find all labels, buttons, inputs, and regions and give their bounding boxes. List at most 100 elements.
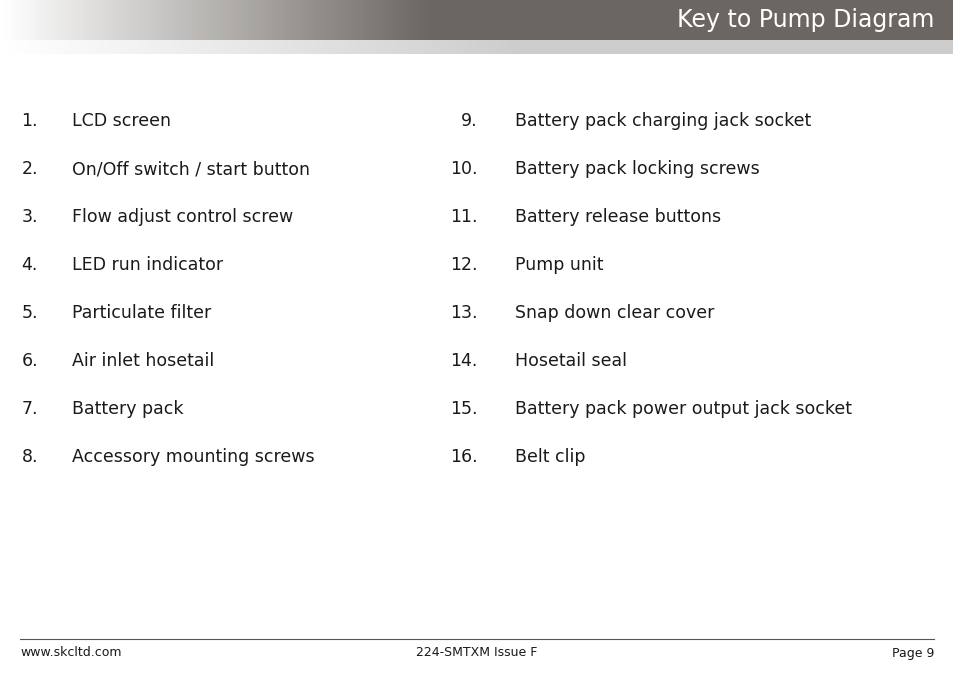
Bar [41, 40, 45, 54]
Bar [588, 0, 592, 40]
Bar [197, 0, 201, 40]
Bar [131, 0, 134, 40]
Bar [48, 0, 51, 40]
Bar [870, 0, 874, 40]
Bar [308, 0, 312, 40]
Bar [670, 40, 674, 54]
Bar [915, 40, 919, 54]
Bar [493, 40, 497, 54]
Bar [708, 40, 712, 54]
Bar [334, 40, 337, 54]
Bar [610, 0, 614, 40]
Bar [279, 0, 283, 40]
Bar [222, 40, 226, 54]
Bar [941, 0, 944, 40]
Bar [112, 40, 115, 54]
Text: Battery pack locking screws: Battery pack locking screws [515, 160, 759, 178]
Bar [712, 40, 716, 54]
Bar [496, 0, 499, 40]
Bar [855, 40, 859, 54]
Bar [772, 0, 776, 40]
Bar [769, 40, 773, 54]
Bar [924, 0, 928, 40]
Bar [622, 0, 626, 40]
Bar [133, 0, 137, 40]
Bar [474, 0, 477, 40]
Bar [317, 0, 321, 40]
Text: 224-SMTXM Issue F: 224-SMTXM Issue F [416, 647, 537, 659]
Bar [73, 0, 77, 40]
Bar [908, 40, 912, 54]
Bar [293, 0, 296, 40]
Bar [727, 40, 731, 54]
Bar [317, 40, 321, 54]
Bar [257, 0, 261, 40]
Bar [295, 40, 299, 54]
Bar [950, 0, 953, 40]
Bar [298, 40, 302, 54]
Bar [152, 40, 156, 54]
Bar [184, 40, 188, 54]
Bar [679, 40, 683, 54]
Bar [464, 0, 468, 40]
Bar [394, 40, 397, 54]
Bar [721, 40, 725, 54]
Bar [150, 40, 153, 54]
Text: 9.: 9. [461, 112, 477, 130]
Bar [26, 40, 30, 54]
Bar [188, 40, 192, 54]
Bar [588, 40, 592, 54]
Bar [79, 0, 83, 40]
Bar [845, 40, 849, 54]
Text: 16.: 16. [450, 448, 477, 466]
Text: 4.: 4. [22, 256, 38, 274]
Bar [474, 40, 477, 54]
Bar [289, 40, 293, 54]
Bar [470, 0, 474, 40]
Bar [848, 0, 852, 40]
Bar [343, 40, 347, 54]
Bar [858, 0, 862, 40]
Bar [264, 40, 268, 54]
Bar [178, 0, 182, 40]
Bar [331, 0, 335, 40]
Bar [467, 40, 471, 54]
Bar [267, 40, 271, 54]
Bar [302, 0, 306, 40]
Bar [464, 40, 468, 54]
Bar [705, 40, 709, 54]
Bar [248, 40, 252, 54]
Bar [455, 0, 458, 40]
Bar [102, 40, 106, 54]
Bar [803, 40, 807, 54]
Bar [241, 0, 245, 40]
Bar [937, 40, 941, 54]
Bar [915, 0, 919, 40]
Bar [19, 0, 23, 40]
Bar [753, 0, 757, 40]
Bar [254, 0, 258, 40]
Bar [89, 0, 92, 40]
Bar [121, 0, 125, 40]
Bar [877, 40, 881, 54]
Bar [715, 0, 719, 40]
Bar [934, 40, 938, 54]
Bar [254, 40, 258, 54]
Bar [534, 40, 537, 54]
Bar [619, 0, 623, 40]
Text: Belt clip: Belt clip [515, 448, 585, 466]
Bar [343, 0, 347, 40]
Bar [655, 0, 659, 40]
Text: Battery pack power output jack socket: Battery pack power output jack socket [515, 400, 851, 418]
Bar [693, 0, 697, 40]
Bar [626, 40, 630, 54]
Bar [140, 0, 144, 40]
Bar [712, 0, 716, 40]
Bar [400, 0, 404, 40]
Bar [327, 40, 331, 54]
Bar [60, 40, 64, 54]
Bar [432, 0, 436, 40]
Bar [384, 40, 388, 54]
Text: 3.: 3. [22, 208, 38, 226]
Bar [26, 0, 30, 40]
